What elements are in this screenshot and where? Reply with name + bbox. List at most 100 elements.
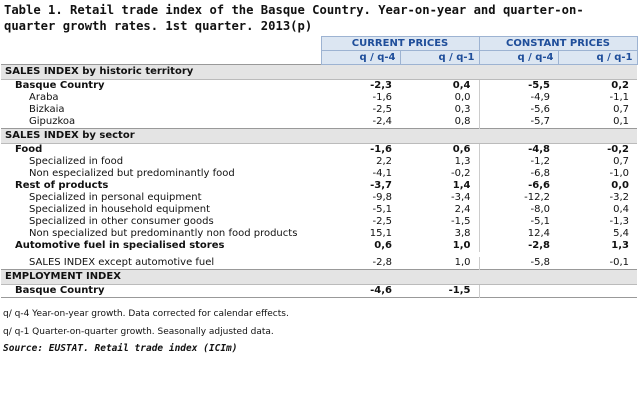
value-cell: -1,5 <box>451 216 471 227</box>
subheader: q / q-1 <box>557 50 638 65</box>
row-label: Basque Country <box>15 80 105 91</box>
table-row: Specialized in household equipment -5,1 2,… <box>1 204 637 216</box>
value-cell: -2,3 <box>370 80 392 91</box>
row-label: Food <box>15 144 43 155</box>
value-cell: -1,6 <box>372 92 392 103</box>
header-row: CURRENT PRICES CONSTANT PRICES <box>1 36 638 51</box>
value-cell: -4,1 <box>372 168 392 179</box>
table-row: Specialized in other consumer goods -2,5 -… <box>1 216 637 228</box>
value-cell: 1,3 <box>454 156 471 167</box>
value-cell: 1,0 <box>454 257 471 268</box>
value-cell: 2,4 <box>454 204 471 215</box>
value-cell: -4,8 <box>478 143 559 156</box>
value-cell: -1,5 <box>448 285 471 296</box>
table-row: Specialized in personal equipment -9,8 -3,… <box>1 192 637 204</box>
value-cell: 0,4 <box>452 80 471 91</box>
table-row: Rest of products -3,7 1,4 -6,6 0,0 <box>1 180 637 192</box>
row-label: Rest of products <box>15 180 109 191</box>
value-cell: 3,8 <box>454 228 471 239</box>
value-cell: 5,4 <box>613 228 630 239</box>
value-cell: 0,3 <box>454 104 471 115</box>
value-cell: -8,0 <box>478 204 559 216</box>
value-cell: -5,8 <box>478 257 559 270</box>
value-cell: 0,0 <box>611 180 630 191</box>
row-label: Basque Country <box>15 285 105 296</box>
value-cell: 0,6 <box>452 144 471 155</box>
value-cell: -1,1 <box>609 92 630 103</box>
table-row: Bizkaia -2,5 0,3 -5,6 0,7 <box>1 104 637 116</box>
row-label: Non specialized but predominantly non fo… <box>29 228 298 239</box>
section-title: SALES INDEX by sector <box>1 128 638 144</box>
value-cell: 15,1 <box>369 228 392 239</box>
value-cell: -5,6 <box>478 104 559 116</box>
table-row: SALES INDEX except automotive fuel -2,8 1,… <box>1 257 637 270</box>
row-label: Specialized in personal equipment <box>29 192 202 203</box>
note: q/ q-1 Quarter-on-quarter growth. Season… <box>3 327 274 337</box>
value-cell: -0,1 <box>609 257 630 268</box>
table-row: Non especialized but predominantly food -… <box>1 168 637 180</box>
value-cell: -0,2 <box>607 144 630 155</box>
table-row: Basque Country -4,6 -1,5 <box>1 284 637 298</box>
value-cell: 0,1 <box>613 116 630 127</box>
value-cell: -6,6 <box>478 180 559 192</box>
value-cell: -9,8 <box>372 192 392 203</box>
table-row: Specialized in food 2,2 1,3 -1,2 0,7 <box>1 156 637 168</box>
value-cell <box>558 285 637 298</box>
value-cell: 0,4 <box>613 204 630 215</box>
value-cell: -2,5 <box>372 104 392 115</box>
value-cell: -3,2 <box>609 192 630 203</box>
value-cell: -4,9 <box>478 92 559 104</box>
value-cell: 0,6 <box>374 240 392 251</box>
value-cell: -0,2 <box>451 168 471 179</box>
section-row: SALES INDEX by sector <box>1 128 638 144</box>
value-cell: 0,2 <box>611 80 630 91</box>
row-label: Bizkaia <box>29 104 65 115</box>
value-cell: -2,8 <box>478 240 559 252</box>
value-cell: 0,7 <box>613 104 630 115</box>
section-row: EMPLOYMENT INDEX <box>1 269 638 285</box>
table-title: Table 1. Retail trade index of the Basqu… <box>4 3 584 33</box>
value-cell: -2,5 <box>372 216 392 227</box>
group-header: CONSTANT PRICES <box>478 36 638 51</box>
source: Source: EUSTAT. Retail trade index (ICIm… <box>3 343 238 354</box>
blank-cell <box>1 51 321 65</box>
value-cell: -3,7 <box>370 180 392 191</box>
row-label: Non especialized but predominantly food <box>29 168 235 179</box>
value-cell: 0,0 <box>454 92 471 103</box>
subheader-row: q / q-4 q / q-1 q / q-4 q / q-1 <box>1 50 638 65</box>
blank-cell <box>1 37 321 51</box>
table-row: Araba -1,6 0,0 -4,9 -1,1 <box>1 92 637 104</box>
group-header: CURRENT PRICES <box>320 36 480 51</box>
table-row: Non specialized but predominantly non fo… <box>1 228 637 240</box>
value-cell: -5,7 <box>478 116 559 129</box>
value-cell: -5,5 <box>478 79 559 92</box>
value-cell: -1,6 <box>370 144 392 155</box>
value-cell: -5,1 <box>372 204 392 215</box>
table-row: Gipuzkoa -2,4 0,8 -5,7 0,1 <box>1 116 637 129</box>
subheader: q / q-4 <box>478 50 559 65</box>
value-cell: -1,3 <box>609 216 630 227</box>
value-cell <box>478 284 559 298</box>
section-title: EMPLOYMENT INDEX <box>1 269 638 285</box>
value-cell: -2,4 <box>372 116 392 127</box>
row-label: Specialized in other consumer goods <box>29 216 214 227</box>
value-cell: 0,8 <box>454 116 471 127</box>
note: q/ q-4 Year-on-year growth. Data correct… <box>3 309 289 319</box>
table-row: Automotive fuel in specialised stores 0,6… <box>1 240 637 252</box>
value-cell: -5,1 <box>478 216 559 228</box>
value-cell: 12,4 <box>478 228 559 240</box>
value-cell: -2,8 <box>372 257 392 268</box>
section-title: SALES INDEX by historic territory <box>1 64 638 80</box>
value-cell: -12,2 <box>478 192 559 204</box>
row-label: SALES INDEX except automotive fuel <box>29 257 215 268</box>
value-cell: -6,8 <box>478 168 559 180</box>
subheader: q / q-4 <box>320 50 401 65</box>
value-cell: 2,2 <box>376 156 392 167</box>
data-table: CURRENT PRICES CONSTANT PRICES q / q-4 q / … <box>1 36 638 298</box>
subheader: q / q-1 <box>399 50 480 65</box>
value-cell: -1,0 <box>609 168 630 179</box>
notes: q/ q-4 Year-on-year growth. Data correct… <box>0 305 638 341</box>
row-label: Specialized in household equipment <box>29 204 211 215</box>
row-label: Specialized in food <box>29 156 124 167</box>
